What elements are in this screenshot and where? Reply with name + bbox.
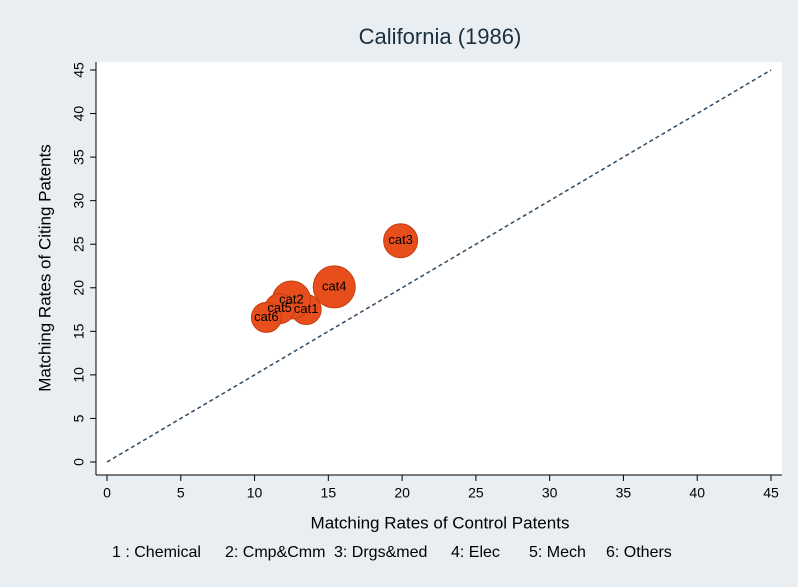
x-tick-label: 15 <box>321 485 337 501</box>
point-label: cat4 <box>322 278 347 293</box>
x-tick-label: 30 <box>542 485 558 501</box>
bubble <box>383 223 419 259</box>
y-tick-label: 15 <box>71 323 87 339</box>
x-tick-label: 0 <box>103 485 111 501</box>
point-label: cat5 <box>267 300 292 315</box>
y-axis-label: Matching Rates of Citing Patents <box>35 144 54 392</box>
chart-title: California (1986) <box>359 24 522 49</box>
x-tick-label: 10 <box>247 485 263 501</box>
point-label: cat2 <box>279 291 304 306</box>
y-tick-label: 40 <box>71 106 87 122</box>
x-tick-label: 45 <box>763 485 779 501</box>
plot-area <box>96 62 782 475</box>
x-tick-label: 35 <box>616 485 632 501</box>
category-key: 4: Elec <box>451 544 500 561</box>
x-tick-label: 40 <box>689 485 705 501</box>
bubble <box>250 301 282 333</box>
category-key: 2: Cmp&Cmm <box>225 544 325 561</box>
y-tick-label: 10 <box>71 367 87 383</box>
category-key: 6: Others <box>606 544 672 561</box>
category-key: 1 : Chemical <box>112 544 201 561</box>
y-tick-label: 0 <box>71 458 87 466</box>
x-axis-label: Matching Rates of Control Patents <box>311 513 570 532</box>
point-label: cat1 <box>294 301 319 316</box>
y-tick-label: 20 <box>71 280 87 296</box>
y-tick-label: 35 <box>71 149 87 165</box>
x-tick-label: 25 <box>468 485 484 501</box>
category-key: 5: Mech <box>529 544 586 561</box>
y-tick-label: 45 <box>71 62 87 78</box>
y-tick-label: 30 <box>71 193 87 209</box>
y-tick-label: 25 <box>71 236 87 252</box>
bubble <box>312 265 356 309</box>
category-key: 3: Drgs&med <box>334 544 427 561</box>
diagonal-reference <box>106 69 772 463</box>
x-tick-label: 5 <box>177 485 185 501</box>
point-label: cat3 <box>388 232 413 247</box>
point-label: cat6 <box>254 309 279 324</box>
y-tick-label: 5 <box>71 414 87 422</box>
x-tick-label: 20 <box>394 485 410 501</box>
